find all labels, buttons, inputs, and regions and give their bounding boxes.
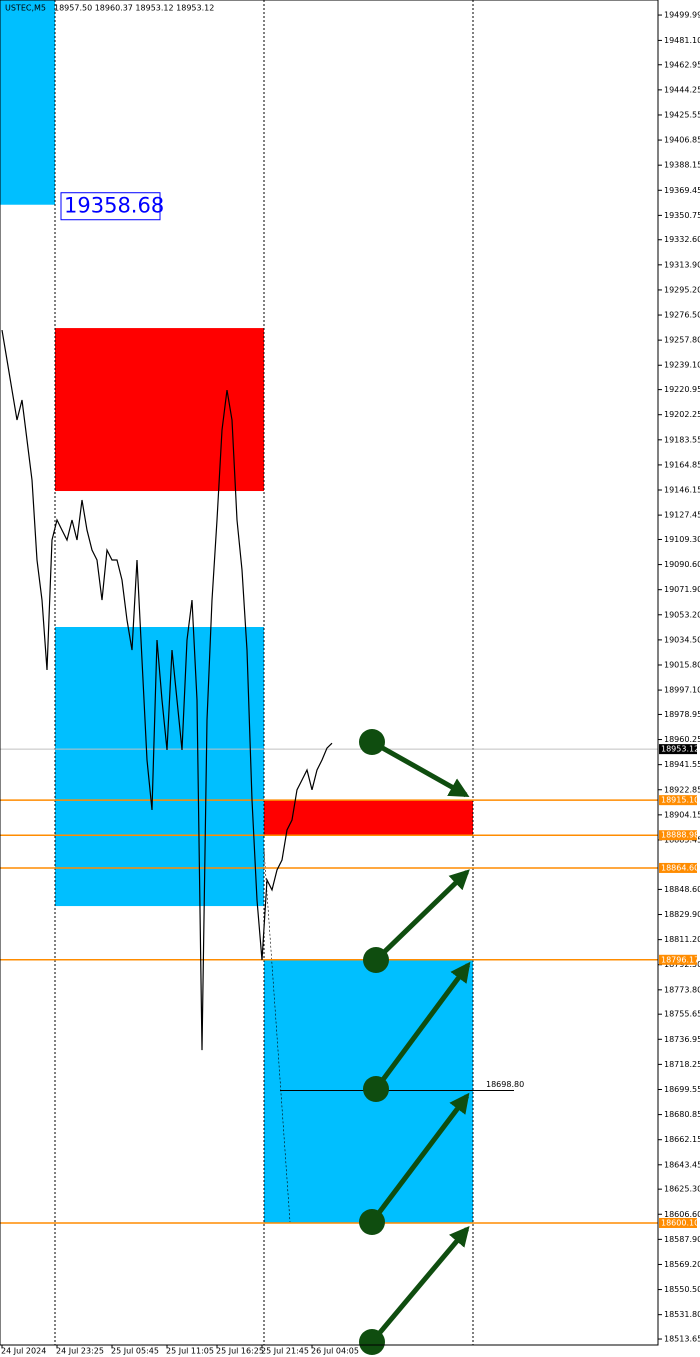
level-label: 18888.98	[661, 831, 699, 840]
y-tick-label: 18755.65	[664, 1010, 700, 1019]
y-tick-label: 18829.90	[664, 910, 700, 919]
y-tick-label: 19369.45	[664, 186, 700, 195]
circle	[359, 1209, 385, 1235]
y-tick-label: 19034.50	[664, 635, 700, 644]
ohlc: 18957.50 18960.37 18953.12 18953.12	[54, 4, 214, 13]
y-tick-label: 19444.25	[664, 85, 700, 94]
price-label-box	[60, 192, 161, 221]
arrow	[370, 1092, 470, 1224]
y-tick-label: 18941.55	[664, 760, 700, 769]
y-tick-label: 19332.60	[664, 235, 700, 244]
arrow	[370, 1225, 470, 1344]
level-label-box	[659, 862, 697, 873]
y-tick-label: 19146.15	[664, 486, 700, 495]
y-tick-label: 19499.99	[664, 11, 700, 20]
y-tick-label: 19053.20	[664, 610, 700, 619]
level-label: 18864.60	[661, 863, 699, 872]
y-tick-label: 18848.60	[664, 885, 700, 894]
circle	[363, 1076, 389, 1102]
y-tick-label: 18513.65	[664, 1335, 700, 1344]
circle	[359, 1329, 385, 1355]
y-tick-label: 18531.80	[664, 1310, 700, 1319]
arrows	[370, 739, 471, 1344]
circles	[359, 729, 389, 1355]
y-tick-label: 18662.15	[664, 1135, 700, 1144]
x-tick-label: 24 Jul 2024	[1, 1347, 46, 1356]
y-tick-label: 19202.25	[664, 410, 700, 419]
y-tick-label: 19090.60	[664, 560, 700, 569]
price-layer	[1, 329, 333, 1051]
x-tick-label: 24 Jul 23:25	[56, 1347, 104, 1356]
zones: 19358.68	[0, 0, 473, 1223]
y-tick-label: 18718.25	[664, 1060, 700, 1069]
price-line	[1, 329, 333, 1051]
zone	[0, 0, 55, 205]
levels: 18698.80	[0, 748, 658, 1224]
y-tick-label: 19481.10	[664, 36, 700, 45]
y-tick-label: 18587.90	[664, 1235, 700, 1244]
y-tick-label: 18978.95	[664, 710, 700, 719]
x-tick-label: 25 Jul 05:45	[111, 1347, 159, 1356]
arrow	[374, 869, 470, 962]
y-tick-label: 19015.80	[664, 660, 700, 669]
zone	[55, 328, 264, 492]
y-tick-label: 18773.80	[664, 985, 700, 994]
y-tick-label: 18699.55	[664, 1085, 700, 1094]
y-tick-label: 18811.20	[664, 935, 700, 944]
y-tick-label: 18997.10	[664, 686, 700, 695]
symbol: USTEC,M5	[5, 4, 46, 13]
y-tick-label: 19276.50	[664, 311, 700, 320]
price-label: 19358.68	[64, 194, 164, 218]
level-label-box	[659, 830, 697, 841]
y-tick-label: 19350.75	[664, 211, 700, 220]
y-tick-label: 19257.80	[664, 336, 700, 345]
arrow	[373, 961, 471, 1091]
y-tick-label: 19109.30	[664, 535, 700, 544]
y-tick-label: 19295.20	[664, 285, 700, 294]
y-tick-label: 19164.85	[664, 460, 700, 469]
current-price-label: 18953.12	[661, 745, 699, 754]
y-tick-label: 19071.90	[664, 585, 700, 594]
x-tick-label: 26 Jul 04:05	[311, 1347, 359, 1356]
x-tick-label: 25 Jul 16:25	[216, 1347, 264, 1356]
plot-frame	[0, 0, 659, 1346]
level-label: 18600.10	[661, 1218, 699, 1227]
y-tick-label: 19127.45	[664, 511, 700, 520]
y-tick-label: 18680.85	[664, 1110, 700, 1119]
y-tick-label: 18606.60	[664, 1210, 700, 1219]
zone	[264, 800, 473, 836]
y-tick-label: 19425.55	[664, 110, 700, 119]
x-tick-label: 25 Jul 21:45	[261, 1347, 309, 1356]
y-tick-label: 19388.15	[664, 161, 700, 170]
y-tick-label: 18625.30	[664, 1185, 700, 1194]
y-tick-label: 19406.85	[664, 136, 700, 145]
y-tick-label: 19239.10	[664, 361, 700, 370]
y-tick-label: 18550.50	[664, 1285, 700, 1294]
y-tick-label: 19462.95	[664, 60, 700, 69]
current-price-box	[659, 744, 697, 755]
arrow	[370, 739, 470, 798]
level-label-box	[659, 795, 697, 806]
x-tick-label: 25 Jul 11:05	[166, 1347, 214, 1356]
y-tick-label: 18569.20	[664, 1260, 700, 1269]
y-tick-label: 19313.90	[664, 260, 700, 269]
circle	[359, 729, 385, 755]
level-label: 18915.10	[661, 796, 699, 805]
level-label: 18796.17	[661, 955, 699, 964]
level-label-box	[659, 1217, 697, 1228]
y-tick-label: 18643.45	[664, 1160, 700, 1169]
y-tick-label: 18960.25	[664, 735, 700, 744]
y-tick-label: 18736.95	[664, 1035, 700, 1044]
level-label-box	[659, 954, 697, 965]
circle	[363, 947, 389, 973]
y-tick-label: 19220.95	[664, 385, 700, 394]
y-tick-label: 19183.55	[664, 435, 700, 444]
y-tick-label: 18904.15	[664, 810, 700, 819]
level-label: 18698.80	[486, 1080, 524, 1089]
y-tick-label: 18922.85	[664, 785, 700, 794]
